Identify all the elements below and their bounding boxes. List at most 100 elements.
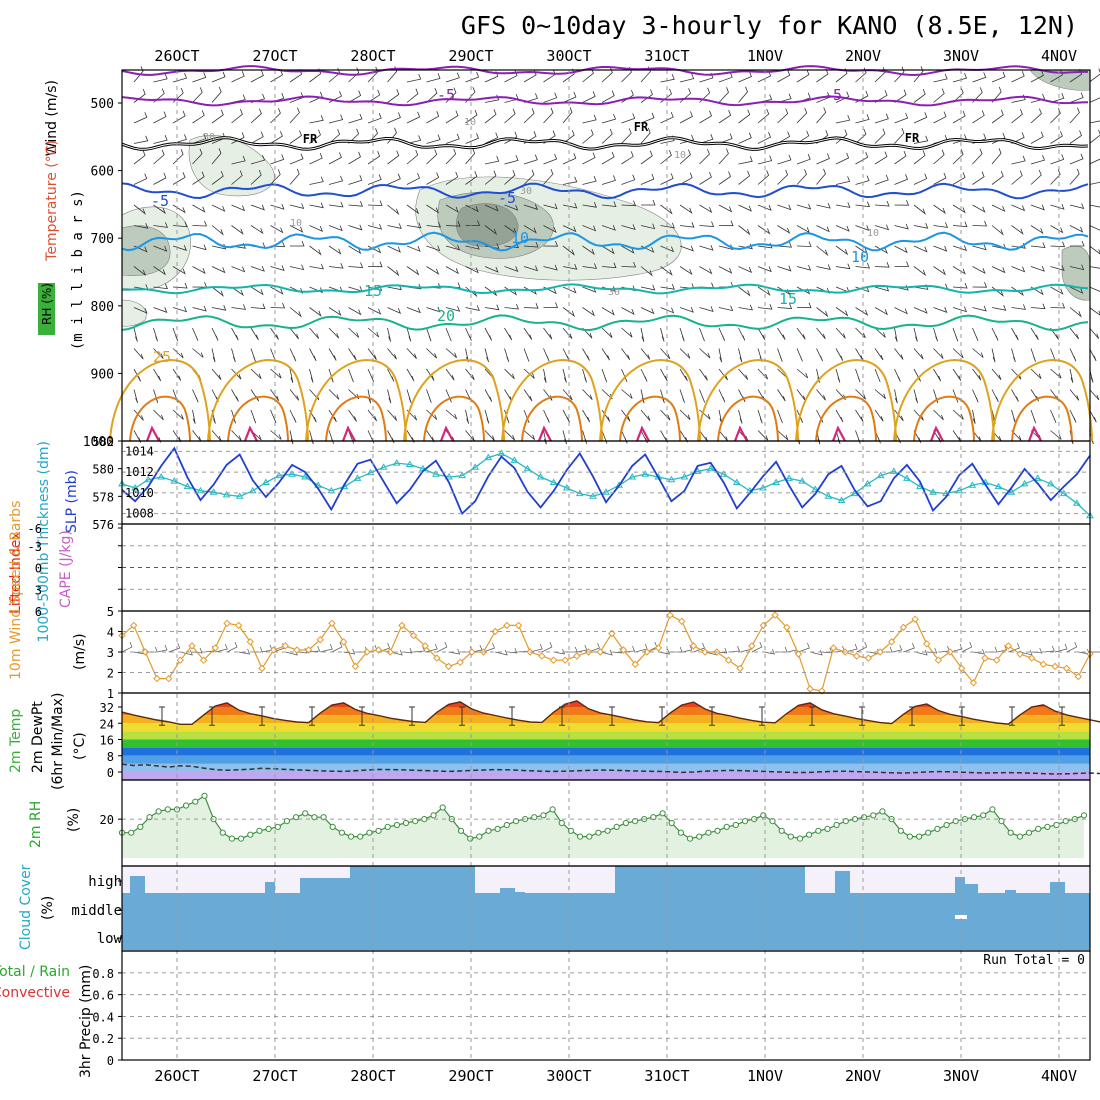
wind-barb: [328, 409, 337, 423]
thickness-point: [589, 492, 597, 499]
wind-barb: [952, 204, 966, 214]
wind-speed-tick-label: 3: [107, 646, 114, 660]
wind-barb: [484, 204, 499, 212]
wind-barb: [738, 109, 751, 124]
wind-speed-point: [386, 648, 394, 656]
wind-speed-tick-label: 5: [107, 605, 114, 619]
contour-label: 10: [674, 150, 686, 161]
wind-barb: [387, 409, 398, 421]
rh-point: [796, 835, 804, 842]
wind-barb: [172, 306, 188, 313]
temp-band: [122, 731, 1090, 740]
wind-barb: [679, 149, 691, 165]
wind-barb: [913, 348, 924, 360]
wind-barb: [621, 327, 633, 338]
wind-barb: [250, 327, 259, 341]
surface-wind-barb: [436, 641, 448, 653]
wind-barb: [835, 202, 851, 208]
wind-barb: [972, 266, 986, 274]
rh-point: [531, 814, 538, 821]
dewpt-axis-label: 2m DewPt: [30, 701, 46, 773]
rh-point: [861, 814, 868, 821]
temp-band: [122, 739, 1090, 748]
surface-wind-barb: [226, 641, 238, 653]
thickness-point: [562, 484, 571, 491]
wind-barb: [231, 170, 243, 185]
wind-barb: [211, 266, 226, 274]
wind-barb: [816, 168, 826, 185]
wind-speed-point: [783, 623, 791, 632]
wind-barb: [172, 409, 184, 420]
chart-title: GFS 0~10day 3-hourly for KANO (8.5E, 12N…: [461, 11, 1078, 40]
wind-barb: [406, 111, 421, 124]
rh-point: [476, 833, 483, 840]
wind-speed-point: [316, 635, 325, 644]
wind-barb: [1069, 327, 1079, 340]
wind-barb: [231, 225, 244, 235]
wind-barb: [621, 307, 635, 315]
precip-legend-total: Total / Rain: [0, 964, 70, 980]
thickness-point: [1033, 474, 1042, 481]
wind-barb: [348, 389, 360, 400]
wind-barb: [777, 265, 792, 272]
wind-barb: [933, 245, 948, 252]
wind-barb: [426, 73, 441, 83]
rh-point: [787, 833, 794, 840]
wind-speed-point: [724, 656, 733, 664]
temp-minmax-bar: [659, 706, 665, 726]
upper-air-y-tick-label: 900: [91, 367, 114, 382]
wind-barb: [582, 348, 590, 361]
wind-barb: [1030, 204, 1045, 211]
wind-barb: [133, 135, 149, 144]
wind-barb: [1050, 241, 1066, 248]
rh-point: [128, 829, 135, 836]
wind-barb: [796, 302, 812, 309]
wind-barb: [972, 327, 979, 342]
wind-barb: [933, 149, 945, 165]
wind-barb: [445, 327, 452, 342]
wind-barb: [562, 153, 577, 165]
cloud-high-bar: [1005, 890, 1016, 893]
wind-barb: [952, 87, 964, 103]
rh-point: [613, 823, 620, 831]
wind-barb: [445, 266, 459, 275]
wind-barb: [562, 286, 577, 294]
rh-point: [741, 818, 749, 825]
wind-barb: [660, 266, 673, 276]
wind-barb: [1069, 348, 1077, 362]
rh-point: [320, 814, 327, 821]
wind-barb: [504, 368, 515, 380]
wind-barb: [601, 327, 613, 338]
wind-barb: [894, 223, 909, 230]
wind-barb: [562, 307, 576, 318]
contour-30: [717, 395, 779, 442]
wind-barb: [1011, 109, 1023, 124]
contour-label: -5: [151, 192, 169, 210]
wind-barb: [348, 245, 362, 255]
wind-barb: [699, 171, 712, 185]
wind-barb: [426, 368, 435, 381]
wind-barb: [231, 155, 246, 165]
wind-barb: [387, 89, 400, 103]
thickness-point: [732, 478, 741, 485]
wind-barb: [153, 389, 159, 403]
wind-barb: [426, 348, 437, 359]
wind-barb: [484, 304, 500, 311]
temp-minmax-bar: [909, 706, 915, 726]
wind-barb: [328, 114, 344, 124]
lifted-index-tick-label: -6: [28, 522, 42, 536]
wind-barb: [621, 224, 636, 231]
wind-barb: [387, 173, 401, 185]
wind-barb: [426, 409, 438, 420]
wind-barb: [153, 283, 169, 290]
wind-barb: [250, 131, 264, 144]
precip-tick-label: 0: [107, 1054, 114, 1068]
wind-barb: [367, 409, 377, 422]
wind-barb: [816, 264, 831, 270]
wind-barb: [153, 409, 164, 421]
wind-barb: [972, 148, 983, 165]
wind-speed-point: [829, 644, 838, 652]
rh-point: [906, 833, 914, 840]
wind-barb: [270, 368, 282, 379]
wind-barb: [445, 348, 457, 359]
